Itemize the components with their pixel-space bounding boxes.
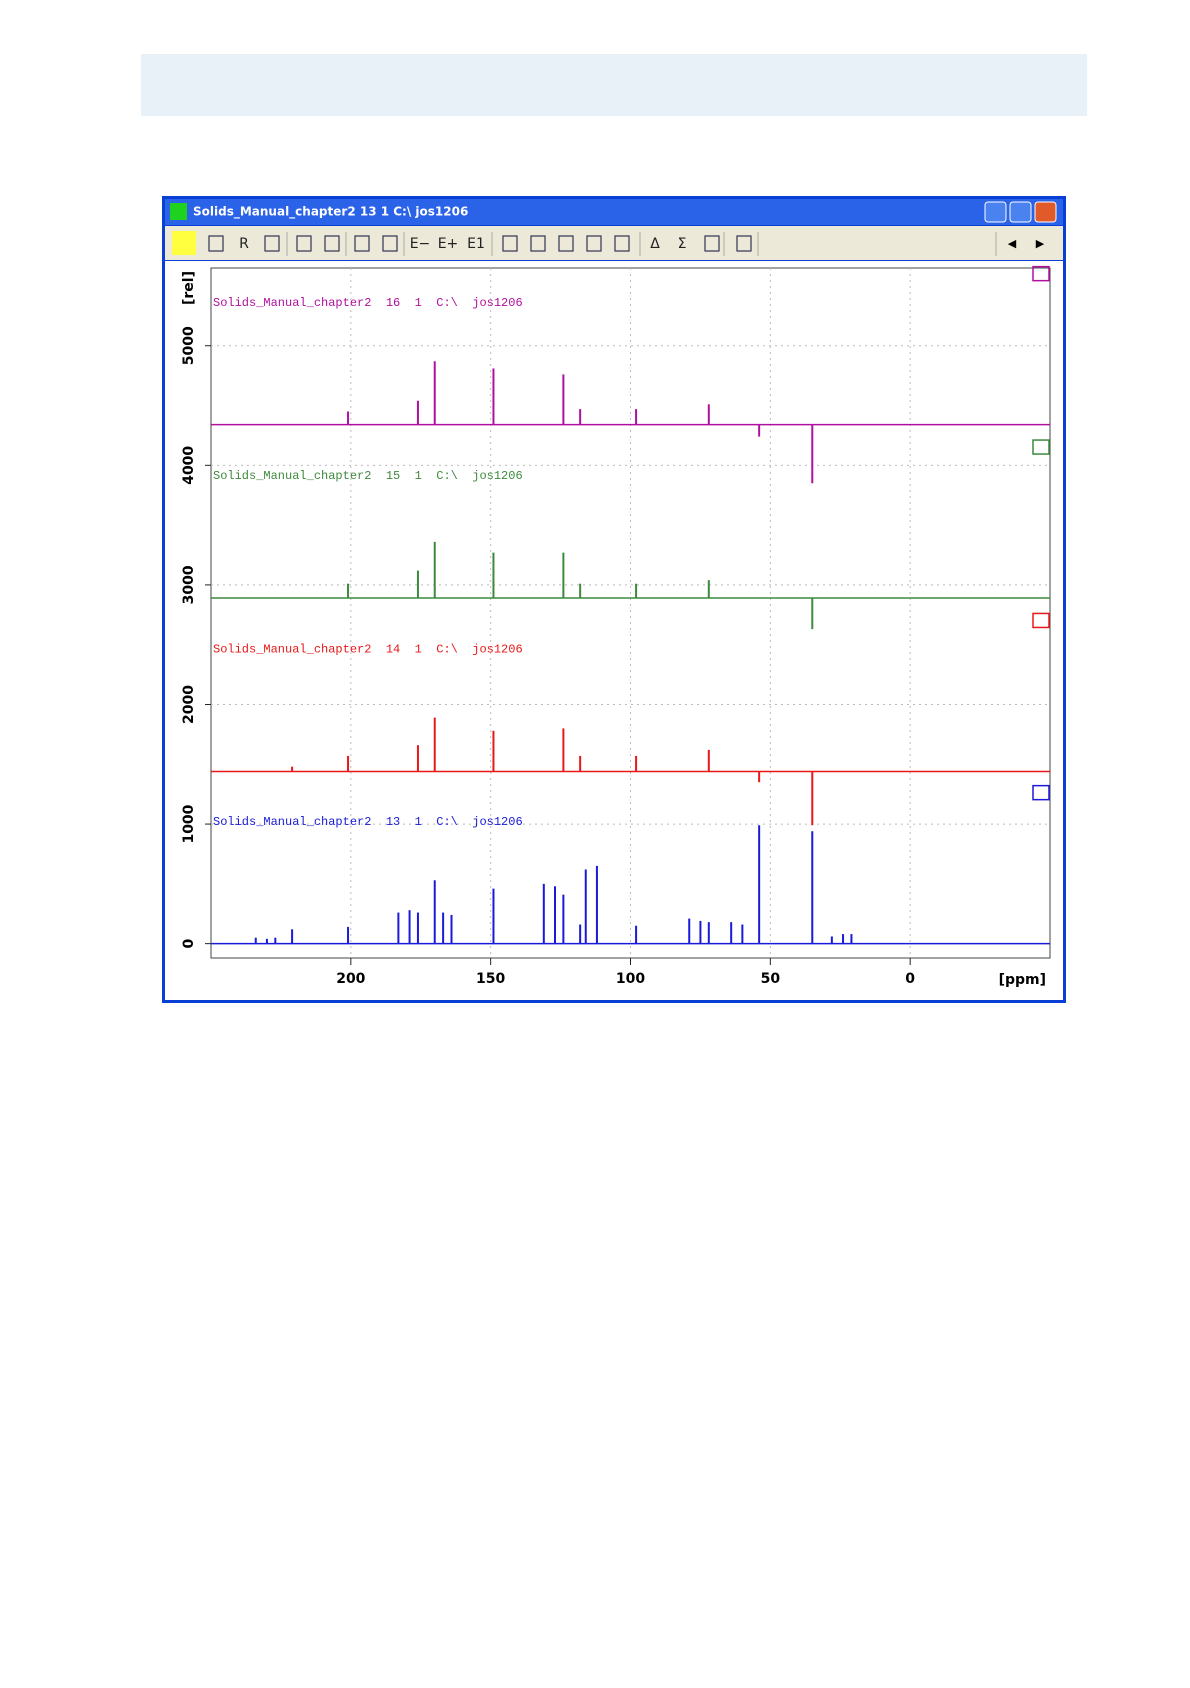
- scroll-right: ▶: [1036, 237, 1045, 250]
- toolbar-icon[interactable]: [208, 235, 224, 252]
- x-tick-label: 50: [761, 971, 781, 987]
- legend-box: [1032, 784, 1050, 801]
- toolbar-icon[interactable]: [382, 235, 398, 252]
- x-axis-label: [ppm]: [999, 972, 1046, 988]
- toolbar-button[interactable]: Σ: [678, 236, 687, 252]
- toolbar-buttons: R E− E+ E1 Δ Σ ◀ ▶: [208, 232, 1045, 256]
- x-tick-label: 100: [616, 971, 645, 987]
- toolbar-button[interactable]: E1: [467, 236, 485, 252]
- maximize-button[interactable]: [1009, 201, 1032, 223]
- y-axis-label: [rel]: [181, 271, 197, 305]
- toolbar-icon[interactable]: [614, 235, 630, 252]
- toolbar-icon[interactable]: [558, 235, 574, 252]
- toolbar-button[interactable]: R: [239, 236, 249, 252]
- y-tick-label: 2000: [181, 685, 197, 724]
- x-tick-label: 0: [905, 971, 915, 987]
- x-tick-label: 150: [476, 971, 505, 987]
- toolbar-active-button[interactable]: [172, 231, 196, 255]
- scroll-left: ◀: [1008, 237, 1017, 250]
- legend-box: [1032, 265, 1050, 282]
- toolbar-icon[interactable]: [264, 235, 280, 252]
- y-tick-label: 5000: [181, 326, 197, 365]
- legend-box: [1032, 612, 1050, 629]
- toolbar-icon[interactable]: [324, 235, 340, 252]
- header-band: [141, 54, 1087, 116]
- window-icon: [170, 203, 187, 220]
- y-tick-label: 3000: [181, 565, 197, 604]
- y-tick-label: 4000: [181, 446, 197, 485]
- spectrum-label: Solids_Manual_chapter2 13 1 C:\ jos1206: [213, 815, 523, 829]
- close-button[interactable]: [1034, 201, 1057, 223]
- spectrum-label: Solids_Manual_chapter2 16 1 C:\ jos1206: [213, 296, 523, 310]
- spectrum-plot: 200 150 100 50 0010002000300040005000[ppm][r…: [181, 265, 1051, 988]
- toolbar-icon[interactable]: [530, 235, 546, 252]
- title-bar: [165, 199, 1063, 225]
- y-tick-label: 1000: [181, 804, 197, 843]
- legend-box: [1032, 439, 1050, 455]
- y-tick-label: 0: [181, 939, 197, 949]
- toolbar-icon[interactable]: [502, 235, 518, 252]
- toolbar-icon[interactable]: [296, 235, 312, 252]
- window-title: Solids_Manual_chapter2 13 1 C:\ jos1206: [193, 205, 468, 220]
- spectrum-label: Solids_Manual_chapter2 15 1 C:\ jos1206: [213, 469, 523, 483]
- minimize-button[interactable]: [984, 201, 1007, 223]
- toolbar-icon[interactable]: [354, 235, 370, 252]
- toolbar-icon[interactable]: [736, 235, 752, 252]
- x-tick-label: 200: [336, 971, 365, 987]
- toolbar-icon[interactable]: [586, 235, 602, 252]
- toolbar-button[interactable]: E+: [438, 236, 459, 252]
- spectrum-label: Solids_Manual_chapter2 14 1 C:\ jos1206: [213, 643, 523, 657]
- toolbar-button[interactable]: Δ: [650, 236, 660, 252]
- toolbar: [165, 226, 1063, 260]
- toolbar-icon[interactable]: [704, 235, 720, 252]
- toolbar-button[interactable]: E−: [410, 236, 431, 252]
